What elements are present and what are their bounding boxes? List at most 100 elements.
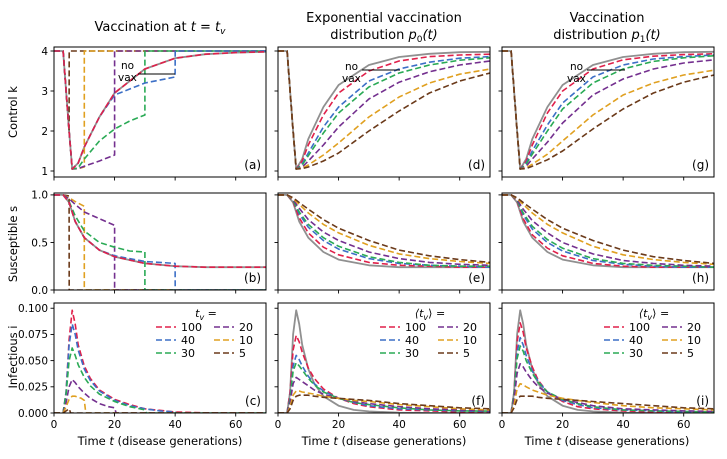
x-tick-label: 0: [275, 419, 282, 431]
series-group: [278, 193, 490, 269]
series-line--tv-5: [502, 194, 714, 265]
title-a-eq: =: [196, 20, 215, 35]
panel-label: (f): [471, 394, 485, 408]
series-line--tv-20: [278, 376, 490, 413]
title-a-sub: v: [220, 27, 226, 37]
series-line--tv-100: [278, 50, 490, 170]
xlabel-c-t: t: [556, 434, 561, 448]
axes-frame: [501, 46, 715, 178]
legend-label-40: 40: [405, 334, 419, 347]
series-line--tv-10: [502, 382, 714, 413]
x-tick-label: 0: [499, 419, 506, 431]
series-line--tv-100: [502, 50, 714, 170]
series-line--tv-20: [278, 50, 490, 170]
xlabel-a-post: (disease generations): [114, 434, 243, 448]
legend-label-10: 10: [463, 334, 477, 347]
series-line--tv-20: [502, 362, 714, 413]
legend-label-10: 10: [687, 334, 701, 347]
title-c-line1: Vaccination: [570, 11, 645, 26]
title-b-line2: distribution: [330, 28, 408, 43]
legend-label-100: 100: [629, 321, 650, 334]
xlabel-c-pre: Time: [524, 434, 557, 448]
panel-label: (c): [245, 394, 261, 408]
x-tick-label: 40: [616, 419, 629, 431]
series-group: [54, 309, 266, 413]
series-line--tv-10: [502, 194, 714, 266]
axes-frame: [53, 46, 267, 178]
series-line-tv-20: [54, 194, 266, 290]
series-line--tv-100: [278, 334, 490, 413]
series-line--tv-5: [502, 395, 714, 413]
legend-label-100: 100: [405, 321, 426, 334]
series-line-tv-10: [54, 50, 266, 170]
series-group: [278, 50, 490, 170]
title-b-p: p: [407, 28, 416, 43]
panels: 1 2 3 4 (a) 0.0 0.5 1.0 (b) 0 20 40 60 0.000 0.025 0.05…: [18, 46, 715, 431]
column-title-c: Vaccination distribution p1(t): [553, 11, 660, 45]
series-line--tv-40: [502, 50, 714, 170]
series-line-tv-10: [54, 194, 266, 290]
novax-label-no-a: no: [121, 60, 134, 72]
series-line-tv-100: [54, 50, 266, 170]
title-b-line1: Exponential vaccination: [306, 11, 462, 26]
series-line-no-vax: [278, 309, 490, 413]
series-line-no-vax: [278, 193, 490, 269]
x-tick-label: 20: [556, 419, 569, 431]
title-c-arg: (t): [645, 28, 660, 43]
series-line--tv-10: [502, 50, 714, 170]
x-tick-label: 20: [108, 419, 121, 431]
xlabel-c-post: (disease generations): [561, 434, 690, 448]
panel-label: (b): [244, 271, 261, 285]
series-line--tv-5: [278, 394, 490, 413]
series-line--tv-30: [278, 361, 490, 413]
series-line--tv-30: [278, 50, 490, 170]
xlabel-b: Time t (disease generations): [301, 434, 467, 448]
y-tick-label: 1: [41, 166, 48, 178]
y-tick-label: 0.5: [31, 237, 48, 249]
series-line-tv-20: [54, 378, 266, 413]
axes-frame: [53, 192, 267, 291]
ylabel-susceptible: Susceptible s: [6, 206, 20, 282]
series-line-tv-20: [54, 50, 266, 170]
x-tick-label: 60: [453, 419, 466, 431]
series-line--tv-30: [502, 194, 714, 268]
series-group: [54, 50, 266, 170]
panel-g: (g): [498, 46, 715, 181]
column-title-a: Vaccination at t = tv: [95, 20, 227, 37]
y-tick-label: 2: [41, 126, 48, 138]
series-line--tv-5: [278, 50, 490, 170]
title-b-sub: 0: [417, 35, 423, 45]
y-tick-label: 0.025: [18, 382, 48, 394]
novax-annotation-d: no vax: [342, 61, 400, 85]
series-line-tv-40: [54, 194, 266, 290]
legend-label-5: 5: [687, 347, 694, 360]
legend-label-5: 5: [463, 347, 470, 360]
panel-h: (h): [498, 192, 715, 294]
series-line--tv-100: [278, 194, 490, 269]
legend-title: ⟨tv⟩ =: [639, 307, 669, 322]
series-line-tv-40: [54, 50, 266, 170]
legend-label-40: 40: [181, 334, 195, 347]
xlabel-a-pre: Time: [77, 434, 110, 448]
column-title-b: Exponential vaccination distribution p0(…: [306, 11, 462, 45]
title-c-sub: 1: [640, 35, 646, 45]
series-line--tv-20: [502, 194, 714, 267]
novax-label-vax-d: vax: [342, 73, 361, 85]
x-tick-label: 60: [677, 419, 690, 431]
series-line-tv-100: [54, 309, 266, 413]
panel-a: 1 2 3 4 (a): [41, 46, 267, 181]
panel-label: (a): [244, 158, 261, 172]
novax-label-vax-g: vax: [567, 73, 586, 85]
legend-label-40: 40: [629, 334, 643, 347]
panel-label: (i): [696, 394, 709, 408]
panel-c: 0 20 40 60 0.000 0.025 0.050 0.075 0.100 (c): [18, 302, 267, 431]
y-tick-label: 1.0: [31, 190, 48, 202]
title-a-main: Vaccination at: [95, 20, 191, 35]
series-line--tv-5: [502, 50, 714, 170]
axes-frame: [53, 302, 267, 414]
legend-label-100: 100: [181, 321, 202, 334]
panel-label: (h): [692, 271, 709, 285]
title-b-arg: (t): [422, 28, 437, 43]
